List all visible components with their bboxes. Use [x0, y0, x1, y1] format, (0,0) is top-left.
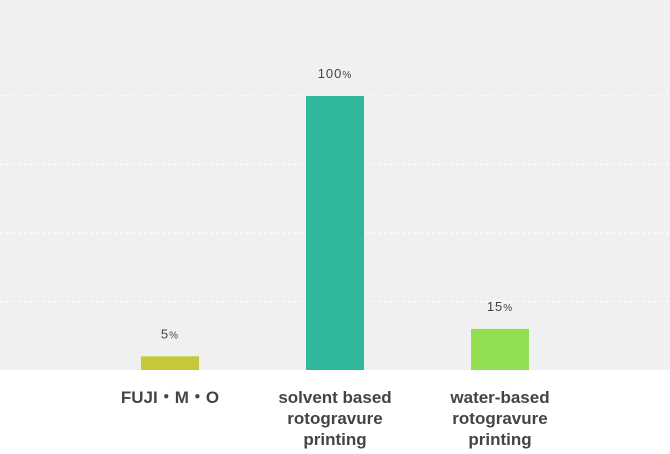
- value-label: 5%: [161, 326, 179, 341]
- value-label: 100%: [318, 66, 353, 81]
- bar: [471, 328, 529, 370]
- x-tick-label: water-based rotogravure printing: [449, 388, 549, 449]
- x-tick-label: FUJI・M・O: [121, 388, 219, 407]
- bar: [141, 356, 199, 370]
- bar: [306, 95, 364, 370]
- value-label: 15%: [487, 299, 513, 314]
- x-tick-label: solvent based rotogravure printing: [278, 388, 391, 449]
